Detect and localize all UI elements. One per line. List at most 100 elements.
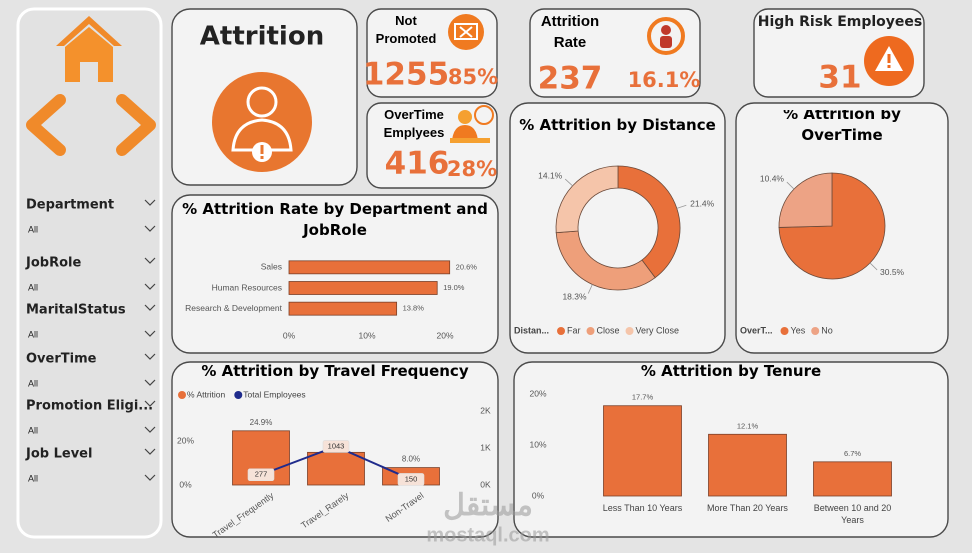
legend-marker	[557, 327, 566, 335]
pie-slice	[778, 172, 886, 280]
leader-line	[676, 204, 687, 209]
kpi-percent: 28%	[447, 157, 497, 181]
filter-label: Promotion Eligi...	[26, 399, 153, 414]
pie-slice	[617, 165, 681, 279]
filter-label: MaritalStatus	[26, 303, 126, 318]
filter-value: All	[28, 282, 38, 292]
home-body	[65, 27, 113, 82]
legend-marker	[780, 327, 789, 335]
dropdown-chevron	[144, 330, 156, 337]
kpi-percent: 16.1%	[628, 68, 701, 92]
x-tick-label-box: Between 10 and 20 Years	[814, 503, 892, 525]
pie-slice	[555, 165, 619, 234]
chart-title: % Attrition by Tenure	[640, 361, 822, 380]
dropdown-chevron	[144, 353, 156, 360]
y-tick-label: 0%	[179, 479, 192, 489]
home-roof	[56, 16, 122, 46]
forward-arrow[interactable]	[116, 94, 156, 156]
value-label: 19.0%	[443, 283, 465, 292]
legend-label: % Attrition	[187, 389, 226, 399]
kpi-count: 416	[385, 146, 450, 182]
value-label: 20.6%	[456, 262, 478, 271]
value-label-box	[247, 468, 275, 482]
bar	[708, 433, 787, 497]
attrition-rate-icon	[647, 17, 685, 55]
legend-title: OverT...	[740, 325, 773, 335]
value-label: 21.4%	[690, 198, 715, 208]
not-promoted-icon	[448, 14, 484, 50]
chart-title: % Attrition by Distance	[519, 115, 716, 134]
legend-title: Distan...	[514, 325, 549, 335]
filter-value: All	[28, 425, 38, 435]
value-label: 10.4%	[760, 174, 785, 184]
y2-tick-label: 1K	[480, 442, 491, 452]
kpi-percent: 85%	[448, 65, 498, 89]
distance-chart-card	[509, 102, 726, 354]
value-label-box	[397, 473, 425, 486]
dropdown-chevron	[144, 474, 156, 481]
chart-title-box: % Attrition by Distance	[519, 115, 716, 134]
x-tick-label: Less Than 10 Years	[602, 503, 683, 513]
value-label-box	[322, 440, 350, 453]
watermark: مستقل	[443, 489, 533, 522]
bar	[288, 301, 398, 316]
back-arrow[interactable]	[26, 94, 66, 156]
value-label: 150	[405, 474, 418, 483]
x-tick-label-box: Less Than 10 Years	[602, 503, 683, 513]
kpi-count: 237	[538, 61, 603, 97]
home-icon[interactable]	[56, 16, 122, 82]
high-risk-icon	[864, 36, 914, 86]
x-tick-label: 20%	[436, 330, 453, 340]
value-label: 18.3%	[562, 291, 587, 301]
legend-label: Far	[567, 325, 581, 335]
bar	[288, 260, 451, 275]
legend-marker	[625, 327, 634, 335]
x-tick-label-box: More Than 20 Years	[707, 503, 788, 513]
overtime-icon	[450, 105, 494, 143]
card-title-box: OverTime Emplyees	[384, 107, 445, 140]
value-label: 6.7%	[844, 449, 861, 458]
leader-line	[587, 284, 593, 294]
filter-label: JobRole	[25, 256, 81, 271]
bar	[813, 461, 892, 497]
value-label: 13.8%	[403, 304, 425, 313]
overtime-card	[366, 102, 498, 189]
value-label: 24.9%	[250, 418, 273, 427]
card-title: Attrition Rate	[540, 13, 600, 51]
dropdown-chevron	[144, 257, 156, 264]
filter-label: Job Level	[25, 447, 92, 462]
legend-label: No	[821, 325, 833, 335]
chart-title: % Attrition by Travel Frequency	[201, 361, 469, 380]
y-tick-label: 20%	[529, 388, 546, 398]
filter-value: All	[28, 473, 38, 483]
x-tick-label: More Than 20 Years	[707, 503, 788, 513]
legend-label: Total Employees	[243, 389, 305, 399]
chart-title-box: % Attrition Rate by Department and JobRo…	[182, 200, 488, 239]
dropdown-chevron	[144, 426, 156, 433]
legend-marker	[811, 327, 820, 335]
card-title: Attrition	[200, 22, 324, 52]
x-tick-label: 10%	[358, 330, 375, 340]
kpi-count: 1255	[363, 57, 449, 93]
dropdown-chevron	[144, 283, 156, 290]
bar	[603, 405, 682, 497]
value-label: 17.7%	[632, 393, 654, 402]
dropdown-chevron	[144, 448, 156, 455]
dropdown-chevron	[144, 225, 156, 232]
attrition-rate-card	[529, 8, 701, 98]
bar	[288, 281, 438, 295]
chart-title-box: % Attrition by OverTime	[783, 110, 901, 140]
legend-label: Very Close	[636, 325, 680, 335]
value-label: 12.1%	[737, 421, 759, 430]
y-tick-label: Research & Development	[185, 303, 282, 313]
filter-label: Department	[26, 198, 114, 213]
value-label: 8.0%	[402, 455, 420, 464]
value-label: 1043	[328, 441, 345, 450]
y2-tick-label: 0K	[480, 479, 491, 489]
dropdown-chevron	[144, 199, 156, 206]
y-tick-label: 20%	[177, 436, 194, 446]
y-tick-label: 0%	[532, 490, 545, 500]
bar	[307, 451, 365, 486]
x-tick-label: 0%	[283, 330, 296, 340]
card-title: High Risk Employees	[758, 14, 923, 30]
